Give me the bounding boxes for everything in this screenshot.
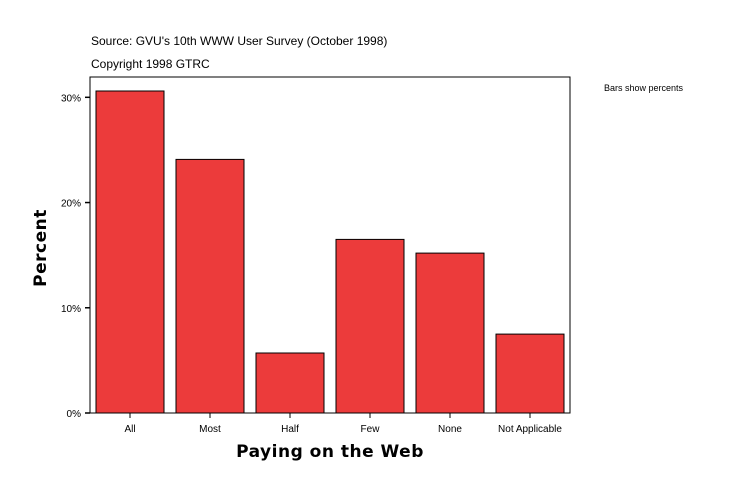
x-tick-label: Half [281, 424, 299, 435]
chart-note: Bars show percents [604, 83, 684, 93]
x-tick-label: All [124, 424, 135, 435]
y-tick-label: 30% [61, 93, 81, 104]
bars-group [95, 90, 565, 414]
bar-half [255, 352, 325, 414]
x-tick-label: Few [361, 424, 381, 435]
source-text: Source: GVU's 10th WWW User Survey (Octo… [91, 34, 387, 48]
y-tick-label: 0% [67, 409, 82, 420]
y-axis: 0% 10% 20% 30% [61, 93, 90, 420]
x-axis: All Most Half Few None Not Applicable [124, 413, 562, 435]
bar-most [175, 158, 245, 414]
x-tick-label: Not Applicable [498, 424, 562, 435]
y-tick-label: 20% [61, 199, 81, 210]
plot-frame [89, 76, 571, 414]
y-axis-title: Percent [31, 209, 51, 287]
bar-not-applicable [495, 333, 565, 414]
bar-none [415, 252, 485, 414]
x-tick-label: None [438, 424, 462, 435]
bar-all [95, 90, 165, 414]
x-tick-label: Most [199, 424, 221, 435]
x-axis-title: Paying on the Web [236, 442, 424, 462]
copyright-text: Copyright 1998 GTRC [91, 57, 210, 71]
bar-few [335, 238, 405, 414]
y-tick-label: 10% [61, 304, 81, 315]
